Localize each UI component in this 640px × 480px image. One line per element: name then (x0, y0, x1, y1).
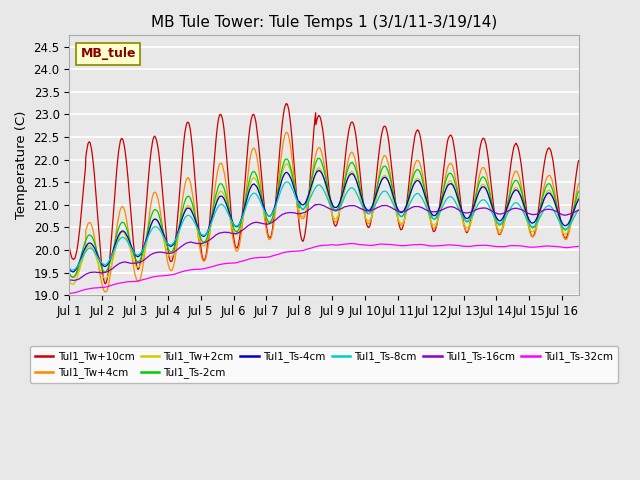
Tul1_Ts-16cm (257, 220, 265, 226)
Tul1_Tw+2cm (117, 230, 125, 236)
Line: Tul1_Ts-16cm: Tul1_Ts-16cm (69, 204, 579, 280)
Tul1_Tw+4cm (560, 234, 568, 240)
Tul1_Ts-2cm (117, 221, 125, 227)
Line: Tul1_Ts-4cm: Tul1_Ts-4cm (69, 170, 579, 272)
Tul1_Tw+10cm (65, 245, 73, 251)
Tul1_Tw+2cm (257, 195, 265, 201)
Text: MB_tule: MB_tule (81, 48, 136, 60)
Line: Tul1_Ts-8cm: Tul1_Ts-8cm (69, 182, 579, 270)
Line: Tul1_Ts-2cm: Tul1_Ts-2cm (69, 158, 579, 277)
Tul1_Tw+4cm (257, 186, 265, 192)
Tul1_Ts-32cm (348, 240, 356, 246)
Line: Tul1_Tw+10cm: Tul1_Tw+10cm (69, 104, 579, 284)
Tul1_Ts-32cm (116, 280, 124, 286)
Tul1_Ts-16cm (475, 206, 483, 212)
Tul1_Tw+10cm (475, 152, 483, 157)
Tul1_Ts-4cm (315, 168, 323, 173)
Tul1_Ts-32cm (559, 244, 567, 250)
Tul1_Tw+4cm (575, 181, 582, 187)
Tul1_Ts-2cm (315, 156, 323, 161)
Line: Tul1_Tw+4cm: Tul1_Tw+4cm (69, 132, 579, 292)
Tul1_Ts-8cm (560, 225, 568, 231)
Legend: Tul1_Tw+10cm, Tul1_Tw+4cm, Tul1_Tw+2cm, Tul1_Ts-2cm, Tul1_Ts-4cm, Tul1_Ts-8cm, T: Tul1_Tw+10cm, Tul1_Tw+4cm, Tul1_Tw+2cm, … (29, 346, 618, 384)
Tul1_Ts-8cm (117, 235, 125, 241)
Tul1_Ts-2cm (492, 216, 500, 221)
Tul1_Ts-32cm (475, 242, 483, 248)
Tul1_Ts-16cm (117, 260, 125, 266)
Tul1_Ts-4cm (117, 229, 125, 235)
Tul1_Ts-4cm (65, 266, 73, 272)
Tul1_Ts-16cm (106, 267, 114, 273)
Tul1_Tw+2cm (492, 220, 500, 226)
Tul1_Tw+10cm (282, 101, 290, 107)
Tul1_Ts-4cm (492, 213, 500, 219)
Tul1_Ts-2cm (69, 275, 77, 280)
Tul1_Ts-2cm (575, 189, 582, 194)
Tul1_Ts-16cm (575, 207, 582, 213)
Tul1_Ts-8cm (575, 207, 582, 213)
Tul1_Tw+4cm (106, 276, 114, 281)
Tul1_Ts-2cm (560, 226, 568, 232)
Tul1_Ts-32cm (65, 290, 73, 296)
Tul1_Ts-16cm (70, 277, 78, 283)
Tul1_Ts-2cm (257, 191, 265, 197)
Tul1_Tw+4cm (475, 175, 483, 180)
Tul1_Tw+2cm (69, 281, 77, 287)
Tul1_Tw+10cm (257, 167, 265, 173)
Line: Tul1_Tw+2cm: Tul1_Tw+2cm (69, 164, 579, 284)
Y-axis label: Temperature (C): Temperature (C) (15, 111, 28, 219)
Tul1_Ts-4cm (575, 196, 582, 202)
Title: MB Tule Tower: Tule Temps 1 (3/1/11-3/19/14): MB Tule Tower: Tule Temps 1 (3/1/11-3/19… (151, 15, 497, 30)
Tul1_Tw+4cm (117, 206, 125, 212)
Tul1_Tw+4cm (282, 129, 290, 135)
Tul1_Tw+2cm (65, 278, 73, 284)
Tul1_Ts-16cm (315, 202, 323, 207)
Tul1_Ts-8cm (475, 200, 483, 206)
Tul1_Ts-16cm (560, 212, 568, 218)
Tul1_Tw+4cm (65, 271, 73, 277)
Tul1_Ts-2cm (475, 181, 483, 187)
Tul1_Ts-8cm (65, 265, 73, 271)
Tul1_Ts-4cm (106, 257, 114, 263)
Tul1_Ts-16cm (65, 277, 73, 283)
Tul1_Ts-32cm (257, 254, 264, 260)
Tul1_Tw+2cm (283, 161, 291, 167)
Tul1_Ts-2cm (65, 270, 73, 276)
Tul1_Tw+10cm (492, 219, 500, 225)
Tul1_Tw+4cm (101, 289, 109, 295)
Tul1_Tw+10cm (560, 233, 568, 239)
Tul1_Ts-32cm (106, 283, 113, 289)
Line: Tul1_Ts-32cm: Tul1_Ts-32cm (69, 243, 579, 293)
Tul1_Tw+10cm (117, 137, 125, 143)
Tul1_Ts-8cm (257, 200, 265, 206)
Tul1_Tw+4cm (492, 222, 500, 228)
Tul1_Ts-32cm (575, 243, 582, 249)
Tul1_Tw+2cm (106, 268, 114, 274)
Tul1_Ts-4cm (475, 189, 483, 195)
Tul1_Tw+2cm (575, 194, 582, 200)
Tul1_Ts-8cm (106, 257, 114, 263)
Tul1_Ts-16cm (492, 210, 500, 216)
Tul1_Tw+10cm (106, 255, 114, 261)
Tul1_Ts-8cm (68, 267, 76, 273)
Tul1_Ts-8cm (283, 179, 291, 185)
Tul1_Ts-4cm (69, 269, 77, 275)
Tul1_Ts-8cm (492, 217, 500, 223)
Tul1_Ts-32cm (492, 243, 499, 249)
Tul1_Ts-4cm (257, 195, 265, 201)
Tul1_Tw+10cm (101, 281, 109, 287)
Tul1_Ts-4cm (560, 222, 568, 228)
Tul1_Ts-2cm (106, 260, 114, 266)
Tul1_Tw+10cm (575, 158, 582, 164)
Tul1_Tw+2cm (475, 189, 483, 194)
Tul1_Tw+2cm (560, 230, 568, 236)
